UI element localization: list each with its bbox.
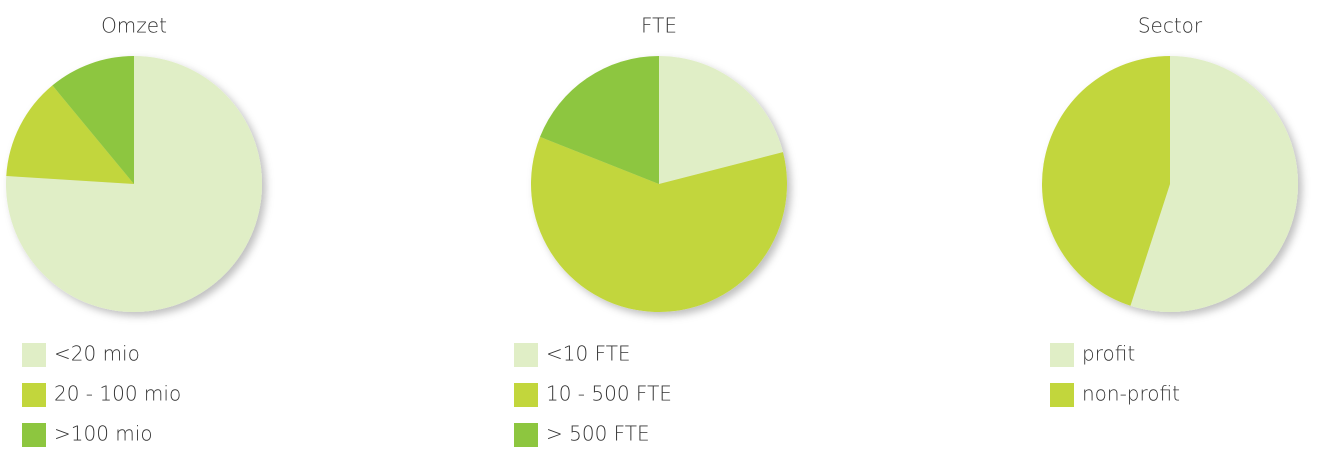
- legend-swatch: [1050, 343, 1074, 367]
- pie-slice: [659, 56, 783, 184]
- legend-label: non-profit: [1082, 382, 1180, 406]
- legend-swatch: [514, 423, 538, 447]
- legend-label: 10 - 500 FTE: [546, 382, 672, 406]
- pie-slice: [6, 85, 134, 184]
- legend-label: <20 mio: [54, 342, 140, 366]
- pie: [531, 56, 787, 312]
- legend-label: profit: [1082, 342, 1135, 366]
- legend-swatch: [514, 383, 538, 407]
- legend-label: <10 FTE: [546, 342, 631, 366]
- chart-title: Omzet: [101, 14, 167, 38]
- pie: [1042, 56, 1298, 312]
- legend-label: >100 mio: [54, 422, 153, 446]
- legend-swatch: [514, 343, 538, 367]
- chart-title: FTE: [641, 14, 677, 38]
- legend-label: 20 - 100 mio: [54, 382, 181, 406]
- legend-swatch: [22, 343, 46, 367]
- pie-slice: [1042, 56, 1170, 306]
- legend-swatch: [1050, 383, 1074, 407]
- legend-swatch: [22, 383, 46, 407]
- pie-slice: [531, 136, 787, 312]
- legend-swatch: [22, 423, 46, 447]
- legend-label: > 500 FTE: [546, 422, 650, 446]
- pie-slice: [539, 56, 659, 184]
- pie: [5, 56, 263, 312]
- chart-title: Sector: [1138, 14, 1203, 38]
- pie-slice: [1130, 56, 1298, 312]
- pie-slice: [52, 56, 134, 184]
